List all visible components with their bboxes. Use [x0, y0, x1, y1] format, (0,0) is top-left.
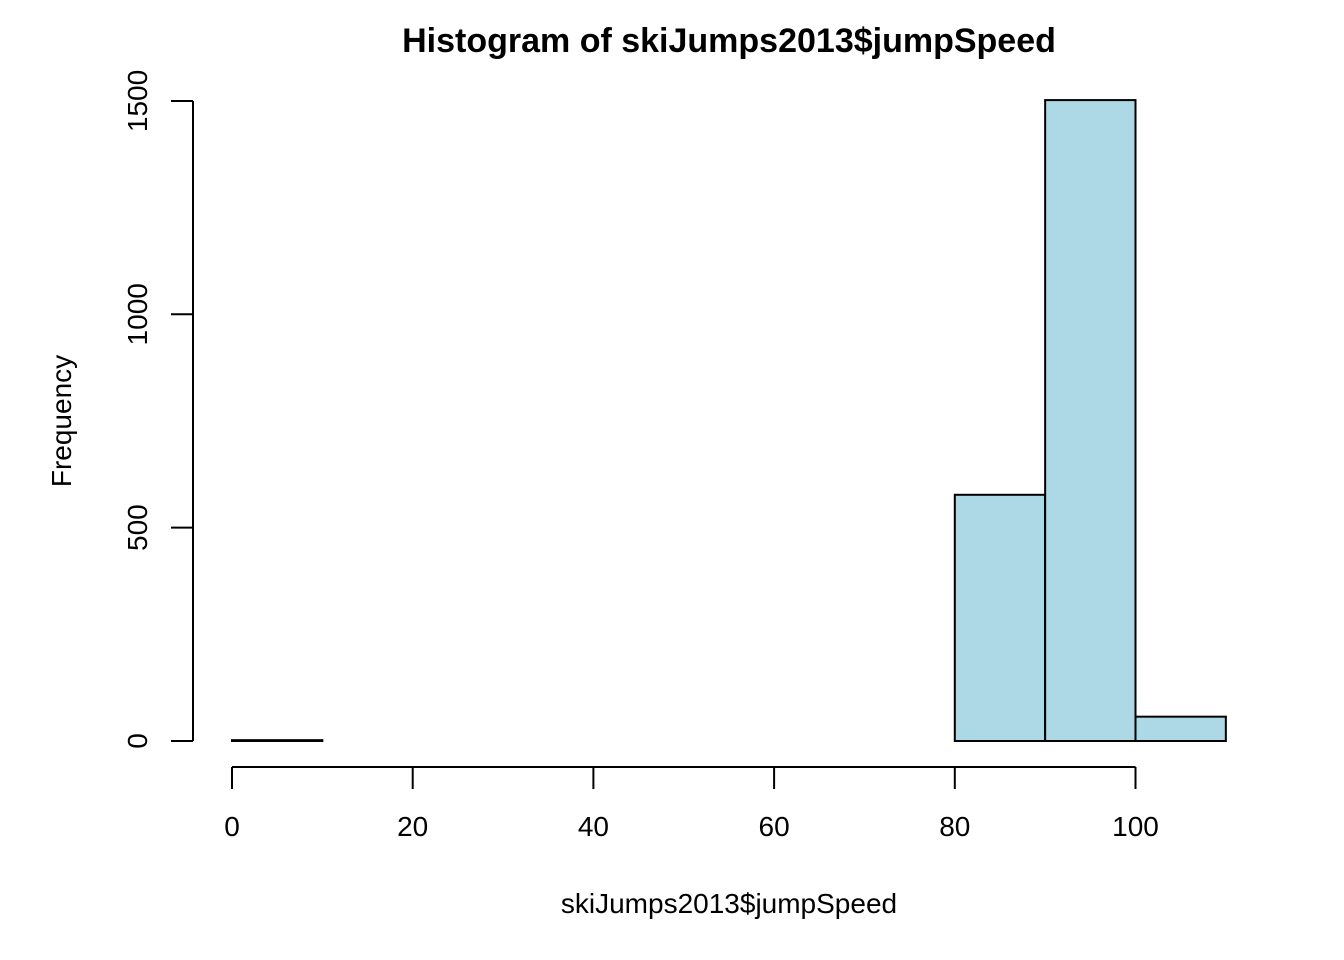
- x-tick-label-4: 80: [939, 811, 970, 842]
- histogram-bar-10: [1134, 715, 1227, 742]
- x-tick-label-0: 0: [224, 811, 240, 842]
- y-tick-label-1: 500: [122, 504, 153, 551]
- x-tick-label-1: 20: [397, 811, 428, 842]
- y-tick-label-2: 1000: [122, 283, 153, 345]
- x-axis: 0 20 40 60 80 100: [224, 766, 1159, 842]
- y-axis-label: Frequency: [46, 355, 77, 487]
- histogram-bar-0: [231, 739, 324, 743]
- chart-title: Histogram of skiJumps2013$jumpSpeed: [402, 22, 1056, 60]
- histogram-bar-9: [1044, 99, 1137, 742]
- y-tick-label-0: 0: [122, 733, 153, 749]
- y-tick-label-3: 1500: [122, 70, 153, 132]
- x-tick-label-5: 100: [1112, 811, 1159, 842]
- bars-group: [231, 99, 1227, 743]
- histogram-bar-8: [953, 493, 1047, 742]
- x-axis-label: skiJumps2013$jumpSpeed: [561, 888, 897, 919]
- x-tick-label-3: 60: [759, 811, 790, 842]
- x-tick-label-2: 40: [578, 811, 609, 842]
- y-axis: 0 500 1000 1500: [122, 70, 194, 749]
